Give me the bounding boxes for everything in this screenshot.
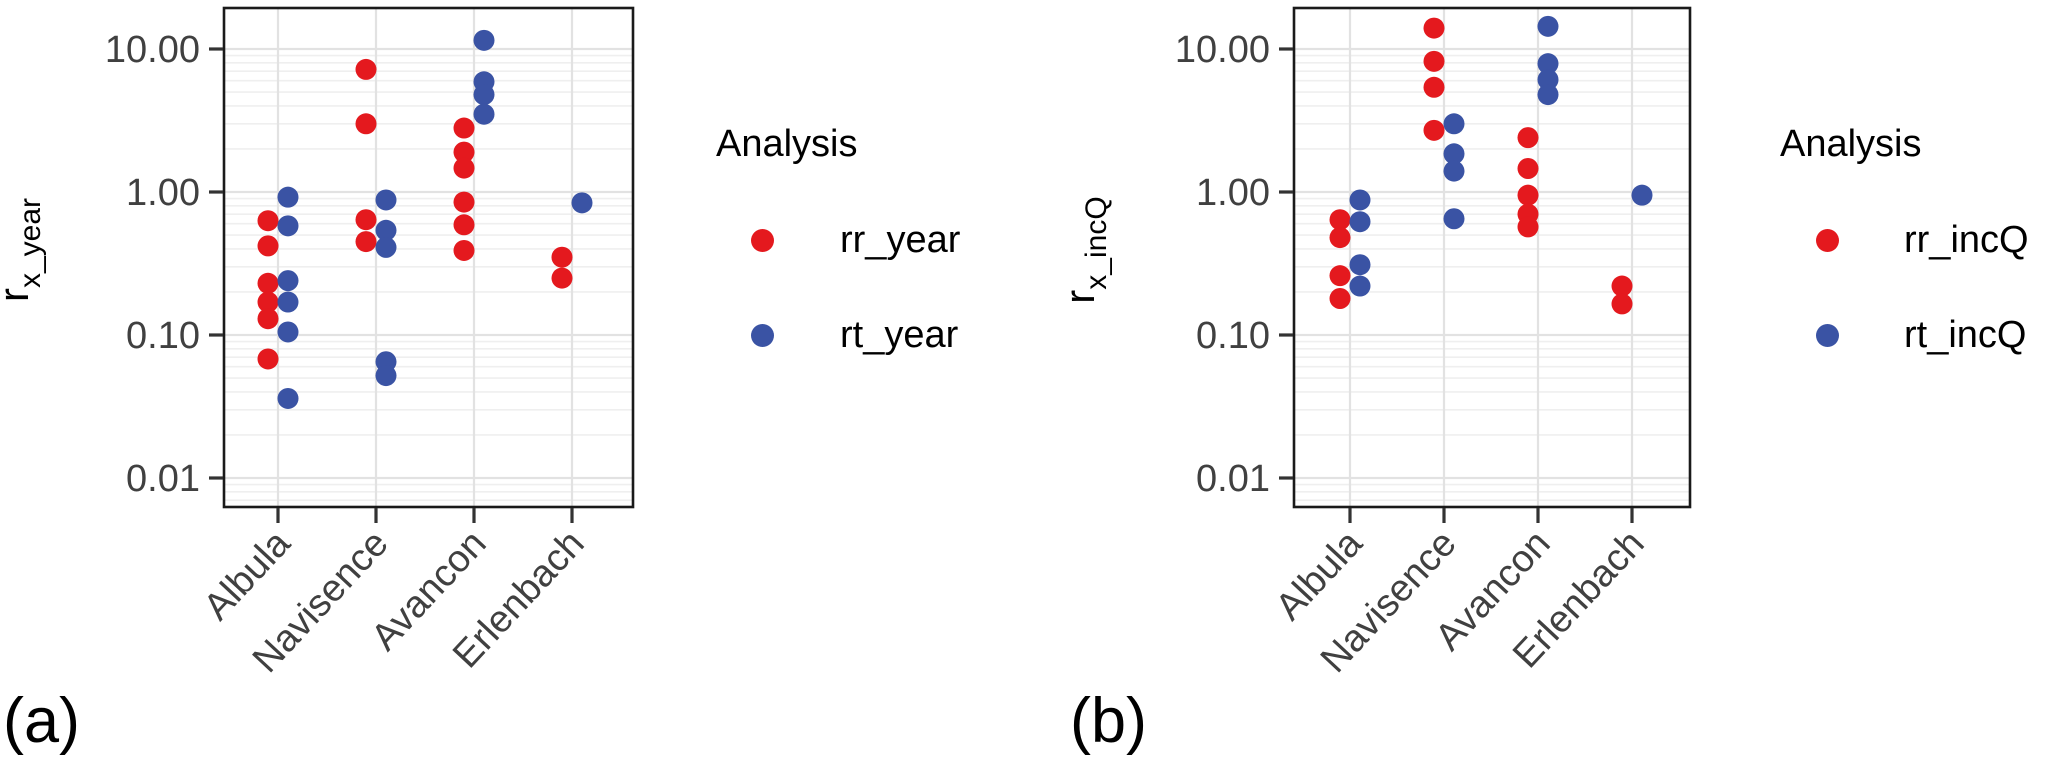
data-point-rt_year bbox=[277, 291, 299, 313]
data-point-rr_year bbox=[453, 239, 475, 261]
data-point-rr_year bbox=[257, 210, 279, 232]
data-point-rr_incQ bbox=[1329, 287, 1351, 309]
data-point-rt_year bbox=[277, 215, 299, 237]
y-axis-title: rx_incQ bbox=[1056, 196, 1113, 303]
data-point-rr_incQ bbox=[1423, 50, 1445, 72]
legend-item-rt-year: rt_year bbox=[716, 314, 960, 356]
legend-label: rr_incQ bbox=[1904, 219, 2029, 261]
data-point-rr_incQ bbox=[1329, 227, 1351, 249]
panel-border bbox=[222, 6, 635, 509]
y-tick-label: 0.01 bbox=[1196, 458, 1270, 500]
data-point-rr_year bbox=[257, 348, 279, 370]
data-point-rt_incQ bbox=[1443, 208, 1465, 230]
legend-label: rt_incQ bbox=[1904, 314, 2027, 356]
legend-item-rr-year: rr_year bbox=[716, 219, 961, 261]
data-point-rr_incQ bbox=[1423, 119, 1445, 141]
data-point-rt_incQ bbox=[1349, 254, 1371, 276]
data-point-rr_incQ bbox=[1517, 184, 1539, 206]
data-point-rr_year bbox=[453, 191, 475, 213]
panel-border bbox=[1292, 6, 1692, 509]
data-point-rr_year bbox=[355, 58, 377, 80]
data-point-rt_incQ bbox=[1349, 189, 1371, 211]
data-point-rr_incQ bbox=[1423, 17, 1445, 39]
data-point-rr_incQ bbox=[1611, 275, 1633, 297]
data-point-rr_year bbox=[257, 272, 279, 294]
legend-title: Analysis bbox=[716, 123, 858, 165]
panel-label-a: (a) bbox=[3, 686, 80, 756]
data-point-rr_incQ bbox=[1517, 157, 1539, 179]
y-tick-label: 0.10 bbox=[126, 315, 200, 357]
data-point-rr_year bbox=[355, 231, 377, 253]
legend-dot-blue-icon bbox=[1816, 323, 1839, 347]
data-point-rr_incQ bbox=[1517, 216, 1539, 238]
legend-panel-a: Analysis rr_year rt_year bbox=[716, 122, 961, 356]
data-point-rt_year bbox=[375, 365, 397, 387]
data-point-rt_year bbox=[473, 84, 495, 106]
legend-title: Analysis bbox=[1780, 123, 1922, 165]
data-point-rr_incQ bbox=[1329, 265, 1351, 287]
data-point-rr_year bbox=[453, 157, 475, 179]
data-point-rr_incQ bbox=[1329, 209, 1351, 231]
data-point-rr_year bbox=[453, 117, 475, 139]
y-tick-label: 0.10 bbox=[1196, 315, 1270, 357]
data-point-rt_year bbox=[277, 270, 299, 292]
data-point-rt_year bbox=[375, 236, 397, 258]
data-point-rt_incQ bbox=[1537, 53, 1559, 75]
legend-label: rt_year bbox=[840, 314, 959, 356]
data-point-rt_year bbox=[473, 103, 495, 125]
data-point-rt_year bbox=[277, 321, 299, 343]
data-point-rt_incQ bbox=[1349, 275, 1371, 297]
data-point-rt_incQ bbox=[1443, 160, 1465, 182]
data-point-rt_incQ bbox=[1537, 69, 1559, 91]
legend-dot-red-icon bbox=[751, 228, 774, 252]
y-tick-label: 1.00 bbox=[126, 172, 200, 214]
data-point-rr_incQ bbox=[1611, 293, 1633, 315]
data-point-rr_year bbox=[453, 214, 475, 236]
data-point-rt_year bbox=[277, 387, 299, 409]
legend-item-rr-incq: rr_incQ bbox=[1780, 219, 2029, 261]
data-point-rt_incQ bbox=[1537, 84, 1559, 106]
data-point-rr_year bbox=[551, 246, 573, 268]
data-point-rr_year bbox=[355, 113, 377, 135]
y-tick-label: 0.01 bbox=[126, 458, 200, 500]
data-point-rr_incQ bbox=[1517, 127, 1539, 149]
y-tick-label: 1.00 bbox=[1196, 172, 1270, 214]
legend-dot-blue-icon bbox=[751, 323, 774, 347]
y-axis-title: rx_year bbox=[0, 198, 47, 302]
y-tick-label: 10.00 bbox=[1175, 29, 1270, 71]
legend-panel-b: Analysis rr_incQ rt_incQ bbox=[1780, 122, 2029, 356]
data-point-rt_incQ bbox=[1443, 113, 1465, 135]
data-point-rt_incQ bbox=[1443, 143, 1465, 165]
data-point-rr_year bbox=[355, 209, 377, 231]
data-point-rr_incQ bbox=[1423, 76, 1445, 98]
legend-dot-red-icon bbox=[1816, 228, 1839, 252]
data-point-rt_incQ bbox=[1631, 184, 1653, 206]
data-point-rr_year bbox=[551, 267, 573, 289]
data-point-rr_year bbox=[453, 141, 475, 163]
data-point-rt_incQ bbox=[1537, 15, 1559, 37]
data-point-rt_year bbox=[473, 29, 495, 51]
data-point-rt_incQ bbox=[1349, 211, 1371, 233]
data-point-rt_year bbox=[277, 186, 299, 208]
data-point-rr_year bbox=[257, 291, 279, 313]
data-point-rt_year bbox=[571, 192, 593, 214]
data-point-rr_year bbox=[257, 235, 279, 257]
y-tick-label: 10.00 bbox=[105, 29, 200, 71]
legend-item-rt-incq: rt_incQ bbox=[1780, 314, 2029, 356]
data-point-rr_year bbox=[257, 308, 279, 330]
data-point-rt_year bbox=[375, 189, 397, 211]
panel-label-b: (b) bbox=[1070, 686, 1147, 756]
legend-label: rr_year bbox=[840, 219, 961, 261]
data-point-rt_year bbox=[375, 219, 397, 241]
